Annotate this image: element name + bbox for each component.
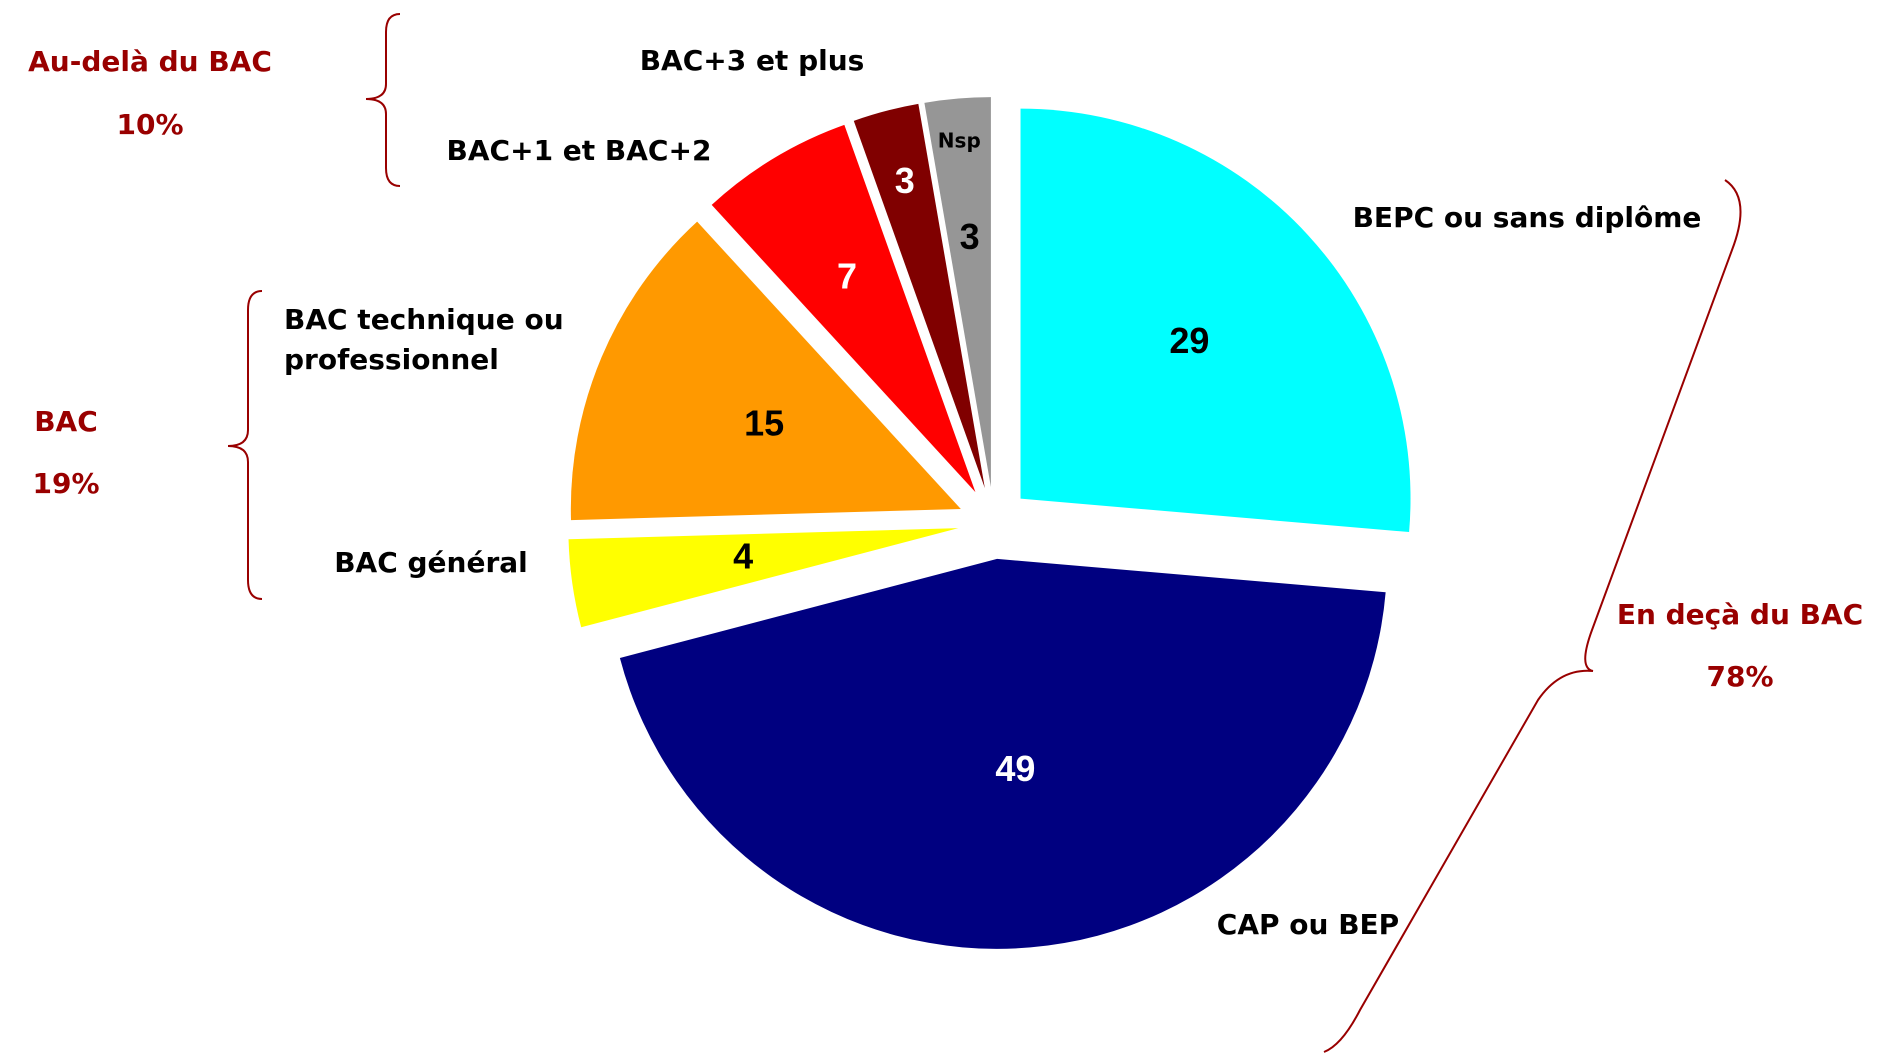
category-label: BEPC ou sans diplôme <box>1353 201 1702 234</box>
pie-slice <box>711 124 976 493</box>
category-label: Nsp <box>938 129 981 153</box>
category-label: BAC technique ou professionnel <box>284 303 564 376</box>
group-label: Au-delà du BAC <box>28 45 272 78</box>
value-label: 49 <box>995 748 1035 789</box>
pie-slice <box>853 103 985 489</box>
brace <box>227 290 263 600</box>
pie-slice <box>1020 108 1411 533</box>
value-label: 4 <box>733 536 753 577</box>
group-label: BAC <box>34 405 98 438</box>
category-label: CAP ou BEP <box>1217 908 1399 941</box>
value-label: 15 <box>744 402 784 443</box>
group-label: En deçà du BAC <box>1617 598 1863 631</box>
pie-slice <box>924 97 991 488</box>
category-label: BAC+1 et BAC+2 <box>447 134 712 167</box>
value-label: 3 <box>960 216 980 257</box>
category-label: BAC général <box>334 546 528 579</box>
group-braces <box>227 13 1742 1053</box>
pie-slice <box>619 558 1386 949</box>
category-label: BAC+3 et plus <box>640 44 865 77</box>
brace <box>1323 179 1742 1053</box>
group-value: 10% <box>116 108 183 141</box>
brace <box>365 13 401 187</box>
pie-slice <box>568 528 959 628</box>
pie-slice <box>570 221 961 521</box>
value-label: 3 <box>895 160 915 201</box>
value-label: 29 <box>1169 320 1209 361</box>
group-value: 78% <box>1706 660 1773 693</box>
value-label: 7 <box>837 256 857 297</box>
group-value: 19% <box>32 467 99 500</box>
